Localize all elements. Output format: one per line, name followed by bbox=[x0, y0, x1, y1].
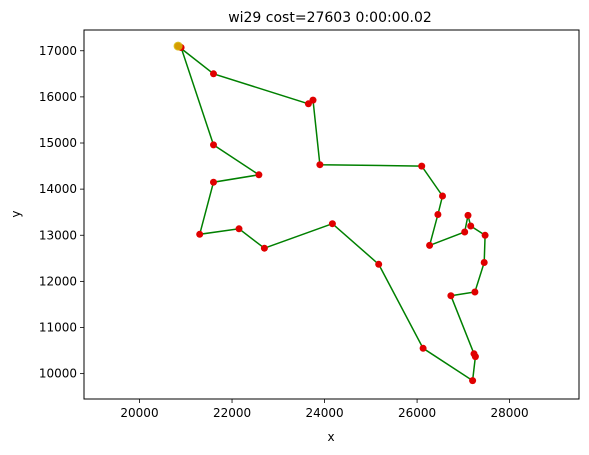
city-point bbox=[328, 220, 336, 228]
chart-title: wi29 cost=27603 0:00:00.02 bbox=[228, 10, 432, 26]
city-point bbox=[196, 230, 204, 238]
city-point bbox=[255, 171, 263, 179]
city-point bbox=[469, 377, 477, 385]
x-axis-label: x bbox=[327, 430, 334, 444]
city-point bbox=[461, 228, 469, 236]
plot-area bbox=[83, 29, 580, 400]
x-tick-label: 26000 bbox=[398, 406, 436, 420]
city-point bbox=[467, 222, 475, 230]
city-points bbox=[174, 42, 489, 385]
city-point bbox=[434, 211, 442, 218]
city-point bbox=[480, 259, 488, 266]
city-point bbox=[419, 344, 427, 352]
route-line bbox=[177, 45, 486, 382]
city-point bbox=[471, 288, 479, 296]
city-point bbox=[418, 162, 426, 170]
x-tick-label: 28000 bbox=[491, 406, 529, 420]
city-point bbox=[316, 161, 324, 169]
city-point bbox=[464, 211, 472, 219]
city-point bbox=[260, 244, 268, 252]
city-point bbox=[439, 192, 446, 200]
y-axis-label: y bbox=[9, 210, 23, 217]
y-tick-label: 13000 bbox=[39, 228, 77, 242]
city-point bbox=[481, 231, 489, 239]
city-point bbox=[210, 178, 217, 186]
axes-frame bbox=[83, 29, 580, 400]
y-tick-label: 15000 bbox=[39, 136, 77, 150]
x-tick-label: 20000 bbox=[120, 406, 158, 420]
city-point bbox=[210, 70, 217, 78]
city-point bbox=[447, 292, 455, 300]
y-tick-label: 12000 bbox=[39, 274, 77, 288]
y-tick-label: 16000 bbox=[39, 90, 77, 104]
start-point bbox=[173, 41, 183, 51]
y-tick-label: 14000 bbox=[39, 182, 77, 196]
y-tick-label: 11000 bbox=[39, 321, 77, 335]
x-tick-label: 22000 bbox=[213, 406, 251, 420]
y-tick-label: 17000 bbox=[39, 44, 77, 58]
x-tick-label: 24000 bbox=[305, 406, 343, 420]
city-point bbox=[375, 260, 383, 268]
city-point bbox=[235, 225, 243, 233]
city-point bbox=[210, 141, 217, 149]
city-point bbox=[309, 96, 317, 104]
y-axis: 10000 11000 12000 13000 14000 15000 16000 17000 bbox=[39, 44, 84, 381]
city-point bbox=[426, 241, 434, 249]
x-axis: 20000 22000 24000 26000 28000 bbox=[120, 399, 529, 420]
city-point bbox=[471, 353, 479, 361]
y-tick-label: 10000 bbox=[39, 367, 77, 381]
